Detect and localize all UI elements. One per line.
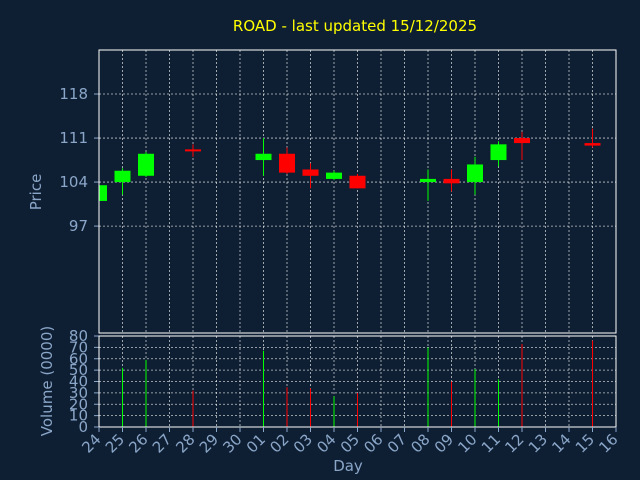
- candle-body: [138, 153, 154, 176]
- candle-body: [584, 143, 601, 146]
- price-tick-label: 118: [59, 85, 88, 103]
- volume-tick-label: 80: [69, 327, 88, 345]
- candle-body: [255, 153, 272, 161]
- price-panel-frame: [98, 49, 617, 334]
- volume-tick-label: 30: [69, 384, 88, 402]
- price-axis-label: Price: [27, 174, 45, 211]
- candle-body: [114, 170, 131, 183]
- price-tick-label: 111: [59, 129, 88, 147]
- volume-tick-label: 40: [69, 373, 88, 391]
- x-axis-label: Day: [333, 457, 363, 475]
- candle-body: [490, 144, 507, 161]
- price-tick-label: 97: [69, 217, 88, 235]
- price-panel: 97 104 111 118: [59, 49, 617, 334]
- candle-body: [349, 175, 366, 189]
- candle-body: [99, 185, 107, 201]
- volume-tick-label: 10: [69, 407, 88, 425]
- volume-tick-label: 50: [69, 361, 88, 379]
- price-tick-label: 104: [59, 173, 88, 191]
- volume-tick-label: 60: [69, 350, 88, 368]
- volume-axis-label: Volume (0000): [38, 326, 56, 436]
- candle-body: [185, 149, 201, 152]
- candle-body: [302, 169, 319, 176]
- candle-body: [443, 178, 460, 184]
- volume-tick-label: 0: [78, 418, 88, 436]
- candle-body: [279, 153, 295, 173]
- candle-body: [514, 138, 530, 144]
- candle-body: [467, 164, 483, 183]
- volume-tick-label: 20: [69, 395, 88, 413]
- candle-body: [326, 172, 342, 179]
- chart-title: ROAD - last updated 15/12/2025: [233, 17, 477, 35]
- volume-tick-label: 70: [69, 338, 88, 356]
- candle-body: [420, 178, 436, 183]
